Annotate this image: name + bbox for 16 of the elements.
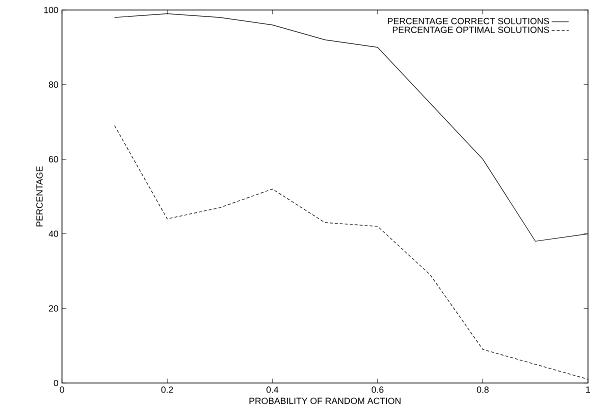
y-tick-label: 80 xyxy=(48,81,58,88)
y-tick-label: 60 xyxy=(48,156,58,162)
x-axis-title: PROBABILITY OF RANDOM ACTION xyxy=(250,398,400,404)
x-tick-label: 0.4 xyxy=(266,386,278,393)
x-tick-label: 0.2 xyxy=(161,386,173,393)
y-tick-label: 40 xyxy=(48,230,58,237)
legend-label: PERCENTAGE OPTIMAL SOLUTIONS xyxy=(392,26,550,34)
y-axis-title: PERCENTAGE xyxy=(36,166,43,226)
y-tick-label: 20 xyxy=(48,305,58,312)
x-tick-label: 0.8 xyxy=(476,386,489,393)
x-tick-label: 1 xyxy=(586,386,590,393)
x-tick-label: 0.6 xyxy=(372,386,384,393)
y-tick-label: 100 xyxy=(44,6,58,14)
x-tick-label: 0 xyxy=(60,386,64,393)
y-tick-label: 0 xyxy=(54,380,58,386)
legend-label: PERCENTAGE CORRECT SOLUTIONS xyxy=(388,18,550,24)
